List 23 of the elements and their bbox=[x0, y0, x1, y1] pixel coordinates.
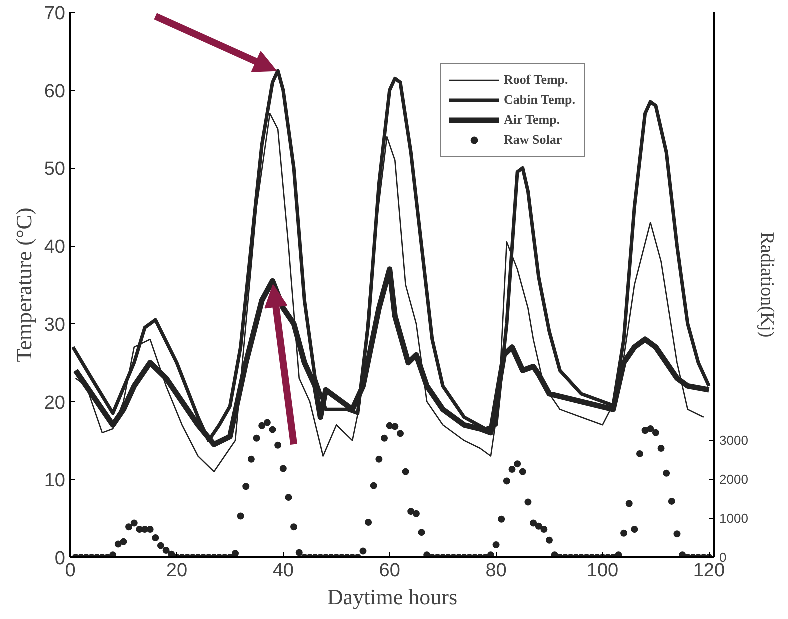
y-tick-label: 20 bbox=[44, 392, 66, 414]
legend-label: Cabin Temp. bbox=[504, 92, 576, 108]
x-axis-title: Daytime hours bbox=[327, 584, 458, 610]
y-tick-label: 60 bbox=[44, 81, 66, 102]
legend-label: Raw Solar bbox=[504, 132, 562, 148]
y2-tick-label: 2000 bbox=[720, 472, 748, 488]
x-tick-label: 120 bbox=[693, 560, 726, 582]
y-axis-title: Temperature (°C) bbox=[11, 208, 36, 362]
y-tick-label: 10 bbox=[44, 470, 66, 492]
y-tick-label: 50 bbox=[44, 159, 66, 180]
y-tick-label: 30 bbox=[44, 314, 66, 336]
x-tick-label: 40 bbox=[272, 560, 294, 582]
y-tick-label: 70 bbox=[44, 4, 66, 24]
x-tick-label: 80 bbox=[486, 560, 507, 582]
legend-label: Air Temp. bbox=[504, 112, 560, 128]
y-tick-label: 40 bbox=[44, 237, 66, 258]
y2-axis-title: Radiation(Kj) bbox=[756, 232, 778, 338]
x-tick-label: 60 bbox=[379, 560, 400, 582]
x-tick-label: 100 bbox=[586, 560, 619, 582]
y2-tick-label: 1000 bbox=[720, 511, 748, 526]
y2-tick-label: 3000 bbox=[720, 433, 748, 448]
legend-label: Roof Temp. bbox=[504, 72, 568, 88]
x-tick-label: 20 bbox=[166, 560, 188, 582]
